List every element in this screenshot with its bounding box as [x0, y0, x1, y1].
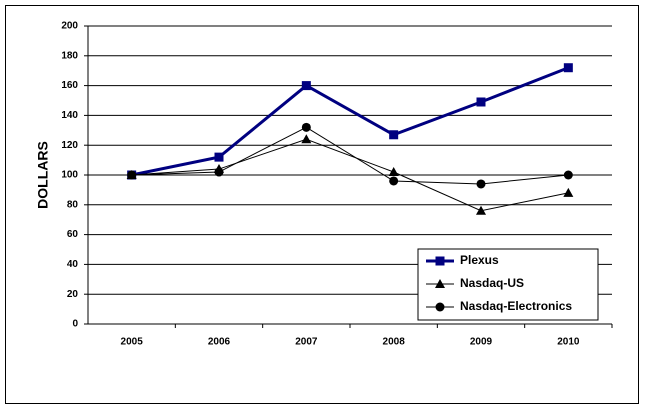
x-tick-label: 2007 — [295, 337, 318, 348]
x-tick-label: 2009 — [470, 337, 493, 348]
data-point — [563, 170, 573, 180]
x-tick-label: 2005 — [121, 337, 144, 348]
data-point — [214, 152, 224, 162]
legend-marker — [435, 279, 445, 288]
legend-marker — [435, 302, 445, 312]
y-axis-label: DOLLARS — [35, 141, 51, 209]
legend: Plexus Nasdaq-US Nasdaq-Electronics — [417, 248, 599, 321]
y-tick-label: 20 — [67, 289, 79, 300]
legend-label: Nasdaq-Electronics — [460, 299, 572, 313]
y-tick-label: 0 — [72, 319, 78, 330]
x-tick-label: 2008 — [383, 337, 406, 348]
data-point — [476, 205, 486, 215]
series-line — [131, 66, 569, 177]
series-line — [131, 138, 569, 212]
legend-label: Nasdaq-US — [460, 276, 524, 290]
data-point — [563, 63, 573, 73]
data-point — [214, 167, 224, 177]
data-point — [563, 187, 574, 197]
data-point — [388, 167, 399, 177]
y-tick-label: 160 — [61, 80, 78, 91]
y-tick-label: 180 — [61, 50, 78, 61]
y-tick-label: 140 — [61, 110, 78, 121]
data-point — [301, 122, 311, 132]
data-point — [301, 81, 311, 91]
y-tick-label: 120 — [61, 140, 78, 151]
y-tick-label: 40 — [67, 259, 79, 270]
data-point — [389, 130, 399, 140]
y-tick-label: 80 — [67, 199, 79, 210]
data-point — [389, 176, 399, 186]
y-tick-label: 200 — [61, 21, 78, 32]
legend-label: Plexus — [460, 253, 499, 267]
x-tick-label: 2006 — [208, 337, 231, 348]
data-point — [127, 170, 137, 180]
legend-marker — [435, 256, 445, 266]
x-tick-label: 2010 — [557, 337, 580, 348]
y-tick-label: 60 — [67, 229, 79, 240]
data-point — [301, 134, 312, 144]
data-point — [476, 97, 486, 107]
y-tick-label: 100 — [61, 170, 78, 181]
data-point — [476, 179, 486, 189]
series-line — [131, 126, 569, 185]
